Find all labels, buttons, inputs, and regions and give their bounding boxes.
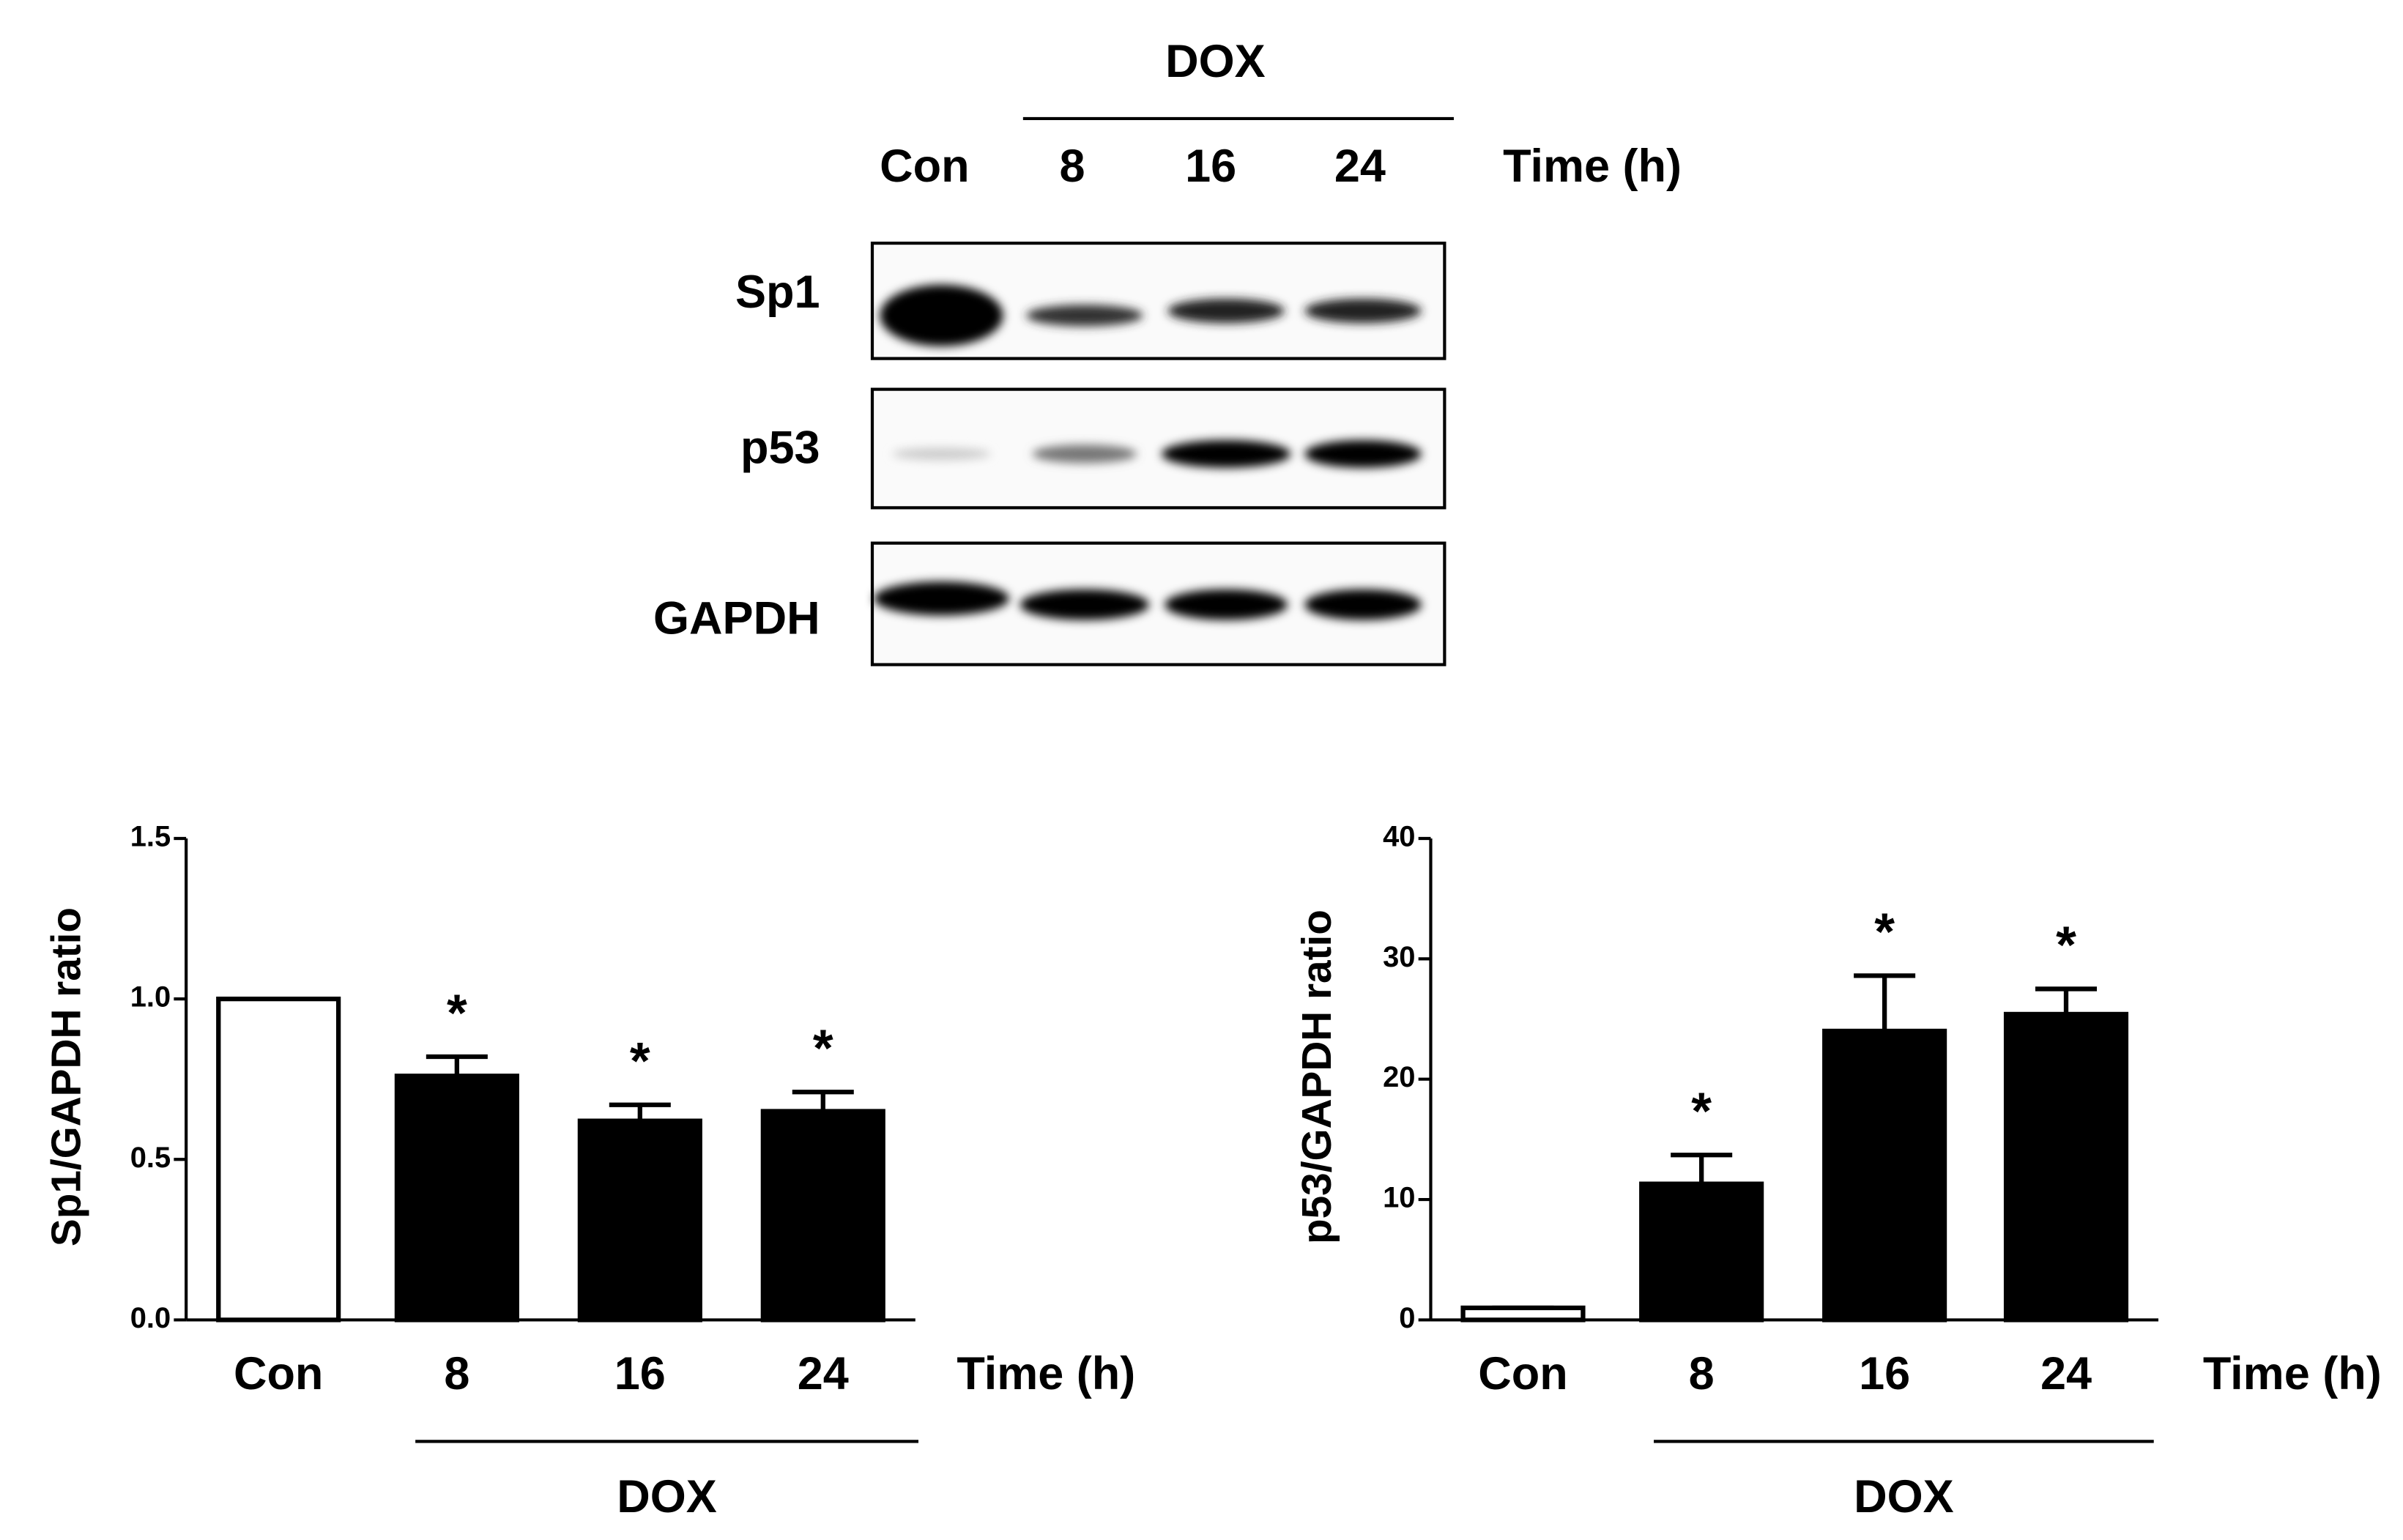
x-axis-label: Time (h) xyxy=(2203,1348,2382,1399)
x-tick-label: 8 xyxy=(444,1348,469,1399)
y-axis-label: p53/GAPDH ratio xyxy=(1294,910,1340,1244)
y-tick-label: 1.5 xyxy=(130,821,171,853)
significance-mark: * xyxy=(1691,1082,1712,1140)
significance-mark: * xyxy=(630,1032,650,1090)
protein-label: Sp1 xyxy=(735,267,820,318)
y-tick-label: 30 xyxy=(1383,941,1415,973)
bar xyxy=(394,1074,519,1323)
x-tick-label: 24 xyxy=(798,1348,849,1399)
group-label: DOX xyxy=(1854,1471,1954,1522)
significance-mark: * xyxy=(813,1019,833,1077)
lane-label: 16 xyxy=(1185,141,1236,192)
x-tick-label: 16 xyxy=(1859,1348,1910,1399)
x-axis-label: Time (h) xyxy=(957,1348,1135,1399)
x-tick-label: 8 xyxy=(1689,1348,1715,1399)
y-tick-label: 0.0 xyxy=(130,1302,171,1334)
significance-mark: * xyxy=(447,983,467,1042)
y-tick-label: 0 xyxy=(1399,1302,1415,1334)
western-blot: DOX Con 8 16 24 Time (h) Sp1 p53 GAPDH xyxy=(653,36,1682,666)
y-tick-label: 20 xyxy=(1383,1061,1415,1093)
x-tick-label: 16 xyxy=(614,1348,666,1399)
time-label: Time (h) xyxy=(1503,141,1682,192)
bar xyxy=(1460,1305,1586,1323)
protein-label: p53 xyxy=(740,422,820,473)
protein-label: GAPDH xyxy=(653,592,820,644)
bar xyxy=(577,1118,702,1323)
bar xyxy=(1822,1028,1947,1323)
bar xyxy=(1639,1181,1764,1323)
y-tick-label: 10 xyxy=(1383,1182,1415,1214)
lane-label: 8 xyxy=(1060,141,1085,192)
bar xyxy=(760,1109,885,1323)
x-tick-label: 24 xyxy=(2040,1348,2092,1399)
significance-mark: * xyxy=(1874,903,1895,961)
significance-mark: * xyxy=(2056,916,2076,975)
lane-label: 24 xyxy=(1334,141,1386,192)
group-label: DOX xyxy=(617,1471,717,1522)
x-tick-label: Con xyxy=(1478,1348,1567,1399)
y-tick-label: 1.0 xyxy=(130,981,171,1013)
y-axis-label: Sp1/GAPDH ratio xyxy=(44,907,90,1246)
blot-group-label: DOX xyxy=(1165,36,1266,87)
bar xyxy=(216,996,341,1323)
y-tick-label: 40 xyxy=(1383,821,1415,853)
y-tick-label: 0.5 xyxy=(130,1142,171,1174)
bar xyxy=(2003,1011,2129,1323)
lane-label: Con xyxy=(880,141,969,192)
x-tick-label: Con xyxy=(234,1348,323,1399)
bands xyxy=(874,284,1422,620)
